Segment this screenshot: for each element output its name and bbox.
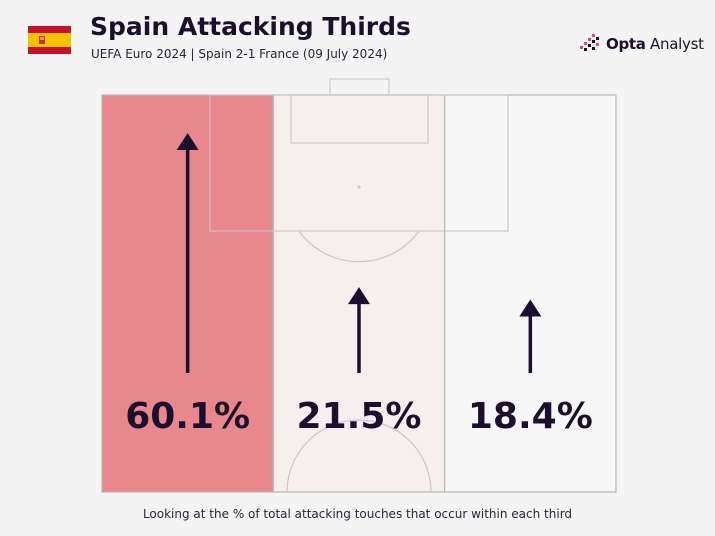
chart-subtitle: UEFA Euro 2024 | Spain 2-1 France (09 Ju… (91, 47, 388, 61)
penalty-arc (298, 230, 420, 263)
value-label-1: 60.1% (125, 396, 250, 437)
footnote: Looking at the % of total attacking touc… (142, 507, 573, 521)
brand-name: Opta Analyst (606, 35, 704, 53)
pitch-markings (101, 78, 617, 493)
arrow-1 (176, 133, 199, 373)
opta-bars-icon (580, 34, 599, 51)
goal (329, 78, 390, 96)
arrow-3 (519, 299, 542, 373)
opta-analyst-logo: Opta Analyst (580, 33, 704, 55)
spain-flag-icon (28, 26, 71, 54)
brand-name-bold: Opta (606, 35, 646, 53)
centre-circle (286, 419, 432, 493)
arrow-2 (348, 287, 370, 373)
chart-title: Spain Attacking Thirds (90, 12, 411, 41)
value-label-3: 18.4% (468, 396, 593, 437)
penalty-spot (357, 185, 361, 189)
brand-name-rest: Analyst (645, 35, 704, 53)
value-label-2: 21.5% (297, 396, 422, 437)
third-band-3 (444, 95, 616, 492)
